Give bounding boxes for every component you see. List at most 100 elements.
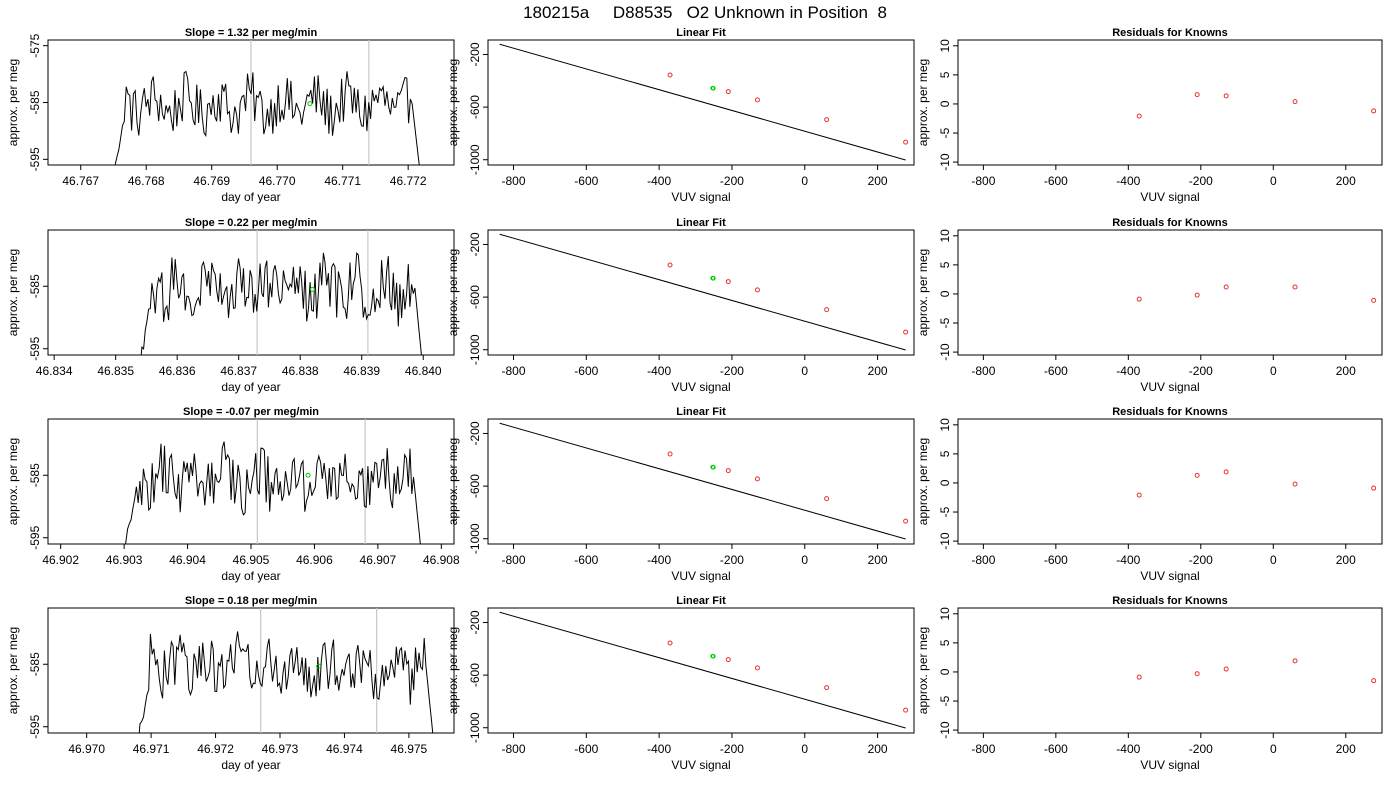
- panel-title: Linear Fit: [676, 27, 726, 39]
- panel-residuals-1: Residuals for Knowns -800 -600 -400 -200 0 200…: [916, 27, 1383, 204]
- residual-point: [1371, 485, 1377, 491]
- panel-fit-3: Linear Fit -800 -600 -400 -200 0 200 VUV signal…: [446, 406, 915, 583]
- y-tick-label: -5: [938, 506, 952, 517]
- panel-title: Residuals for Knowns: [1112, 406, 1228, 418]
- x-axis-label: day of year: [221, 569, 280, 583]
- panel-title: Slope = 0.18 per meg/min: [185, 595, 318, 607]
- x-tick-label: 200: [868, 742, 888, 756]
- residual-point: [1292, 284, 1298, 290]
- x-tick-label: 46.770: [259, 174, 296, 188]
- y-axis-label: approx. per meg: [916, 249, 930, 336]
- y-tick-label: 0: [938, 668, 952, 675]
- x-tick-label: 46.908: [423, 553, 460, 567]
- x-axis-label: VUV signal: [1140, 380, 1199, 394]
- y-tick-label: 5: [938, 261, 952, 268]
- y-tick-label: -1000: [468, 334, 482, 365]
- y-tick-label: 0: [938, 100, 952, 107]
- x-axis-label: VUV signal: [671, 569, 730, 583]
- y-tick-label: 0: [938, 479, 952, 486]
- known-point: [754, 476, 760, 482]
- y-tick-label: -595: [28, 714, 42, 738]
- plot-area: [499, 43, 909, 161]
- data-trace-line: [138, 631, 434, 733]
- plot-area: [138, 608, 434, 733]
- panel-title: Linear Fit: [676, 217, 726, 229]
- y-tick-label: -600: [468, 474, 482, 498]
- known-point: [725, 468, 731, 474]
- fit-line: [499, 422, 906, 540]
- x-tick-label: -400: [647, 174, 671, 188]
- x-tick-label: -200: [1189, 174, 1213, 188]
- x-tick-label: -200: [720, 174, 744, 188]
- known-point: [903, 518, 909, 524]
- y-tick-label: -585: [28, 274, 42, 298]
- x-axis-label: day of year: [221, 190, 280, 204]
- x-tick-label: -800: [971, 364, 995, 378]
- plot-area: [1136, 658, 1377, 684]
- x-tick-label: 0: [1270, 553, 1277, 567]
- known-point: [824, 496, 830, 502]
- x-axis-label: VUV signal: [1140, 569, 1199, 583]
- y-tick-label: -575: [28, 33, 42, 57]
- residual-point: [1371, 678, 1377, 684]
- unknown-point: [711, 85, 716, 91]
- plot-frame: [957, 418, 1383, 545]
- x-tick-label: -600: [1044, 742, 1068, 756]
- x-tick-label: 46.904: [169, 553, 206, 567]
- x-tick-label: 200: [868, 174, 888, 188]
- x-tick-label: 46.970: [68, 742, 105, 756]
- x-tick-label: 46.903: [106, 553, 143, 567]
- x-tick-label: 46.834: [36, 364, 73, 378]
- panel-trace-3: Slope = -0.07 per meg/min 46.902 46.903 46.…: [6, 406, 460, 583]
- unknown-marker: [307, 101, 313, 107]
- panel-title: Residuals for Knowns: [1112, 595, 1228, 607]
- plot-area: [1136, 284, 1377, 303]
- y-tick-label: -10: [938, 721, 952, 739]
- x-tick-label: 46.769: [193, 174, 230, 188]
- x-tick-label: -800: [501, 174, 525, 188]
- x-tick-label: 46.907: [360, 553, 397, 567]
- x-axis-label: VUV signal: [671, 190, 730, 204]
- known-point: [725, 279, 731, 285]
- plot-area: [1136, 469, 1377, 498]
- panel-title: Linear Fit: [676, 406, 726, 418]
- y-axis-label: approx. per meg: [446, 438, 460, 525]
- x-tick-label: -200: [720, 364, 744, 378]
- unknown-point: [711, 464, 716, 470]
- x-tick-label: 46.835: [97, 364, 134, 378]
- x-tick-label: -200: [720, 553, 744, 567]
- residual-point: [1223, 469, 1229, 475]
- known-point: [903, 329, 909, 335]
- plot-frame: [957, 229, 1383, 356]
- x-tick-label: -200: [720, 742, 744, 756]
- x-tick-label: 46.972: [197, 742, 234, 756]
- y-tick-label: -1000: [468, 144, 482, 175]
- y-axis-label: approx. per meg: [6, 249, 20, 336]
- panel-title: Slope = 1.32 per meg/min: [185, 27, 318, 39]
- x-tick-label: 0: [801, 174, 808, 188]
- x-tick-label: -200: [1189, 742, 1213, 756]
- residual-point: [1371, 297, 1377, 303]
- plot-area: [499, 422, 909, 540]
- x-tick-label: -400: [1116, 553, 1140, 567]
- plot-area: [114, 40, 420, 165]
- unknown-point: [711, 275, 716, 281]
- unknown-marker: [316, 663, 322, 669]
- plot-frame: [487, 607, 915, 734]
- y-tick-label: 10: [938, 39, 952, 53]
- unknown-marker: [305, 472, 311, 478]
- x-tick-label: -600: [574, 364, 598, 378]
- known-point: [903, 139, 909, 145]
- x-tick-label: -800: [971, 174, 995, 188]
- known-point: [725, 657, 731, 663]
- plot-frame: [487, 39, 915, 166]
- x-tick-label: 46.974: [326, 742, 363, 756]
- x-tick-label: 200: [1336, 742, 1356, 756]
- y-axis-label: approx. per meg: [446, 59, 460, 146]
- x-tick-label: 46.767: [62, 174, 99, 188]
- y-tick-label: 10: [938, 229, 952, 243]
- y-axis-label: approx. per meg: [6, 59, 20, 146]
- residual-point: [1136, 492, 1142, 498]
- panel-title: Slope = 0.22 per meg/min: [185, 217, 318, 229]
